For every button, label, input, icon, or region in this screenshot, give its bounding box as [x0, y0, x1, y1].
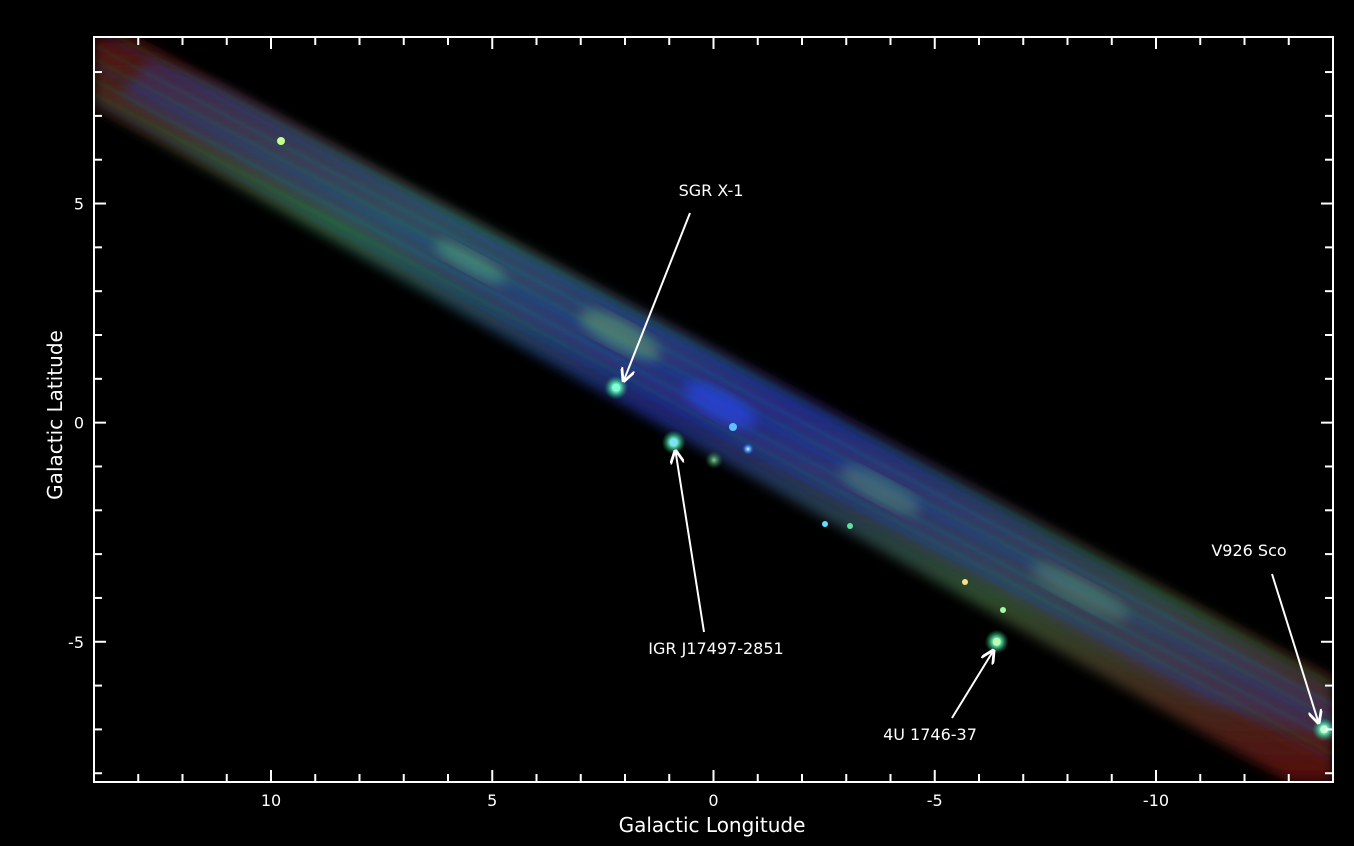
band-streak — [116, 37, 1333, 685]
source-point — [1320, 725, 1329, 734]
x-tick-label: 5 — [487, 791, 497, 810]
band-streak — [94, 100, 1333, 762]
emission-band — [94, 37, 1333, 782]
faint-source — [847, 523, 853, 529]
x-tick-label: 10 — [261, 791, 281, 810]
diffuse-green-patch — [839, 466, 921, 514]
x-tick-label: -10 — [1143, 791, 1169, 810]
y-tick-label: 0 — [74, 414, 84, 433]
annotation-arrow — [1271, 573, 1318, 721]
source-label: 4U 1746-37 — [883, 725, 977, 744]
faint-source — [1000, 607, 1006, 613]
band-streak — [129, 37, 1333, 678]
diffuse-green-patch — [1031, 564, 1129, 620]
source-annotations: SGR X-1 IGR J17497-2851 4U 1746-37 V926 Sco — [624, 181, 1318, 744]
diffuse-blue-patch — [684, 382, 756, 428]
source-point — [612, 383, 621, 392]
faint-source — [742, 443, 754, 455]
faint-source — [962, 579, 968, 585]
x-tick-label: -5 — [927, 791, 943, 810]
band-streak — [94, 37, 1333, 699]
source-label: V926 Sco — [1211, 541, 1286, 560]
band-streak — [94, 107, 1333, 769]
band-streak — [94, 93, 1333, 755]
source-point — [669, 438, 678, 447]
y-tick-label: -5 — [68, 633, 84, 652]
diffuse-green-patch — [579, 310, 661, 360]
source-point — [992, 637, 1001, 646]
faint-source — [705, 451, 723, 469]
annotation-arrow — [951, 652, 993, 719]
band-streak — [94, 44, 1333, 706]
band-streak — [103, 37, 1333, 692]
y-tick-label: 5 — [74, 195, 84, 214]
x-axis-title: Galactic Longitude — [619, 813, 806, 837]
annotation-arrow — [624, 212, 691, 380]
band-streak — [94, 51, 1333, 713]
axis-ticks — [94, 37, 1333, 782]
axis-tick-labels: 10 5 0 -5 -10 5 0 -5 — [68, 195, 1169, 810]
source-label: SGR X-1 — [679, 181, 744, 200]
faint-source — [822, 521, 828, 527]
diffuse-green-patch — [434, 241, 506, 283]
faint-source — [729, 423, 737, 431]
y-axis-title: Galactic Latitude — [43, 330, 67, 500]
x-tick-label: 0 — [708, 791, 718, 810]
annotation-arrow — [676, 452, 705, 633]
faint-source — [277, 137, 285, 145]
source-label: IGR J17497-2851 — [648, 639, 783, 658]
